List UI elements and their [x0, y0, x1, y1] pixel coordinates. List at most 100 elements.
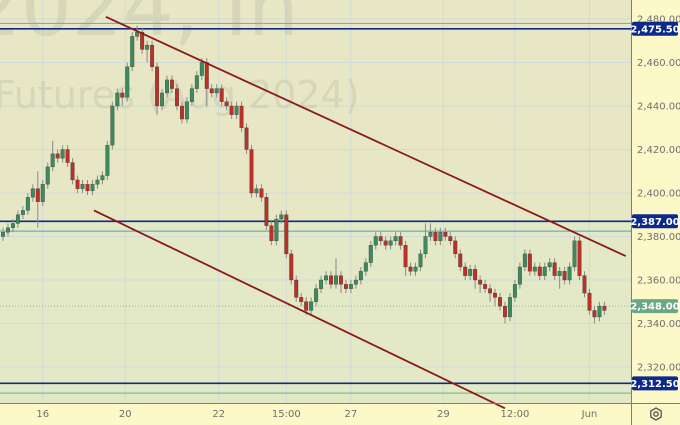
price-badges: 2,475.50 2,387.00 2,312.50 2,348.00 — [630, 21, 680, 391]
candle-up — [184, 101, 189, 120]
candle-down — [458, 253, 463, 268]
candle-up — [1, 231, 5, 237]
watermark-line-2: Futures (Aug 2024) — [0, 73, 360, 117]
candle-up — [547, 262, 552, 268]
candles — [1, 25, 607, 324]
candle-up — [100, 175, 105, 181]
watermark-line-1: 2024, In — [0, 0, 299, 54]
candle-up — [324, 275, 328, 281]
candle-down — [174, 88, 179, 107]
candle-down — [35, 188, 40, 202]
y-tick-label: 2,400.00 — [637, 189, 680, 200]
last-price-badge — [632, 299, 678, 314]
candle-up — [6, 227, 10, 233]
candle-down — [264, 197, 269, 226]
candle-up — [189, 88, 194, 102]
y-tick-label: 2,460.00 — [637, 58, 680, 69]
candle-up — [572, 240, 577, 268]
candle-down — [463, 266, 468, 276]
candle-down — [408, 266, 413, 272]
y-tick-label: 2,420.00 — [637, 145, 680, 156]
candle-down — [219, 88, 224, 102]
candle-up — [393, 236, 398, 241]
x-tick-label: 20 — [119, 409, 132, 420]
price-level-badge-label: 2,387.00 — [630, 217, 679, 228]
trend-line — [105, 16, 627, 257]
candle-up — [353, 279, 358, 285]
candle-up — [532, 266, 537, 272]
candle-down — [592, 310, 597, 318]
price-level-badge — [632, 21, 678, 36]
candle-down — [552, 262, 557, 276]
candle-up — [105, 144, 110, 176]
x-tick-label: 15:00 — [272, 409, 301, 420]
candle-down — [562, 271, 567, 281]
candle-down — [453, 240, 458, 255]
candle-down — [602, 305, 607, 311]
y-tick-label: 2,320.00 — [637, 363, 680, 374]
grid — [0, 0, 631, 403]
last-price-badge-label: 2,348.00 — [630, 302, 679, 313]
candle-down — [269, 225, 274, 242]
candle-up — [90, 184, 95, 191]
candle-up — [145, 44, 150, 50]
candle-up — [25, 197, 30, 211]
candle-down — [244, 127, 249, 150]
candle-up — [110, 105, 115, 146]
candle-up — [45, 166, 50, 185]
candle-up — [334, 275, 338, 285]
candle-down — [488, 288, 493, 294]
y-axis[interactable]: 2,480.00 2,460.00 2,440.00 2,420.00 2,400.00… — [637, 15, 680, 374]
candle-up — [468, 268, 473, 276]
candle-up — [234, 105, 239, 115]
candle-down — [55, 153, 60, 159]
candle-up — [438, 231, 443, 241]
candle-up — [368, 245, 373, 263]
candle-up — [40, 184, 45, 202]
candle-down — [259, 188, 264, 198]
candle-down — [329, 275, 333, 285]
x-tick-label: 12:00 — [500, 409, 529, 420]
candle-down — [224, 101, 229, 107]
y-tick-label: 2,480.00 — [637, 15, 680, 26]
y-tick-label: 2,440.00 — [637, 102, 680, 113]
candle-down — [155, 66, 160, 107]
candle-down — [304, 301, 309, 311]
candle-down — [473, 268, 478, 281]
candle-up — [254, 188, 259, 194]
candle-down — [343, 284, 348, 289]
candle-up — [95, 179, 100, 185]
candle-down — [383, 240, 388, 246]
candle-up — [279, 214, 284, 220]
price-level-badge-label: 2,475.50 — [630, 24, 679, 35]
settings-gear-icon[interactable] — [650, 407, 662, 421]
candle-up — [309, 301, 314, 311]
candle-down — [204, 62, 209, 89]
candle-up — [20, 210, 25, 215]
candle-up — [348, 284, 353, 289]
candle-up — [423, 236, 428, 255]
candle-up — [125, 66, 130, 98]
y-tick-label: 2,340.00 — [637, 319, 680, 330]
price-level-badge — [632, 214, 678, 229]
candle-down — [75, 179, 80, 189]
candle-down — [170, 79, 174, 89]
candle-down — [378, 236, 383, 241]
candle-down — [448, 236, 453, 241]
candle-down — [140, 31, 145, 50]
candle-up — [418, 253, 423, 268]
candle-down — [443, 231, 448, 237]
candle-up — [274, 218, 279, 242]
candle-up — [160, 92, 164, 107]
candle-up — [15, 214, 20, 224]
price-level-badge-label: 2,312.50 — [630, 379, 679, 390]
candle-up — [130, 36, 135, 68]
trend-lines[interactable] — [93, 16, 627, 410]
y-tick-label: 2,360.00 — [637, 276, 680, 287]
candle-up — [507, 297, 512, 318]
x-axis[interactable]: 16 20 22 15:00 27 29 12:00 Jun — [36, 409, 597, 420]
candle-down — [582, 275, 587, 294]
candle-down — [577, 240, 582, 276]
candle-down — [85, 184, 90, 191]
